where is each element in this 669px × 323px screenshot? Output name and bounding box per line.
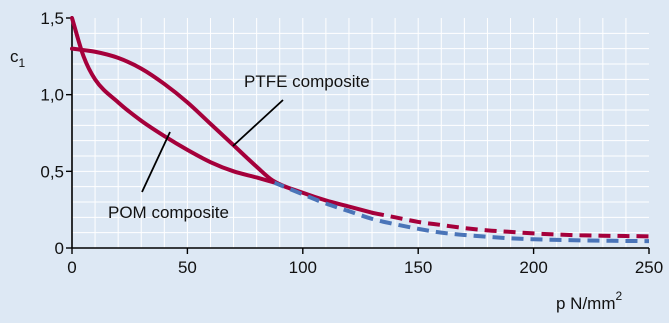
chart-tick-labels: 0 50 100 150 200 250 0 0,5 1,0 1,5 [40, 9, 663, 277]
series-0-dashed-line [371, 210, 650, 239]
chart-series [70, 16, 650, 244]
series-0-solid-line [70, 46, 375, 215]
series-1-solid-line [70, 16, 275, 185]
chart-annotations: PTFE composite POM composite [108, 72, 370, 222]
x-tick-label: 0 [67, 258, 76, 277]
x-tick-label: 150 [404, 258, 432, 277]
y-tick-label: 0 [55, 239, 64, 258]
chart-grid [72, 18, 649, 248]
pom-leader-line [141, 131, 171, 193]
pom-label: POM composite [108, 203, 229, 222]
y-tick-label: 1,5 [40, 9, 64, 28]
series-1-dashed-line [272, 180, 650, 244]
y-tick-label: 0,5 [40, 162, 64, 181]
ptfe-leader-line [232, 99, 284, 147]
chart-axes [66, 16, 650, 254]
x-tick-label: 250 [635, 258, 663, 277]
x-tick-label: 200 [519, 258, 547, 277]
x-tick-label: 100 [289, 258, 317, 277]
y-tick-label: 1,0 [40, 86, 64, 105]
x-tick-label: 50 [178, 258, 197, 277]
y-axis-label: c1 [10, 47, 26, 70]
x-axis-label: p N/mm2 [556, 289, 623, 313]
ptfe-label: PTFE composite [244, 72, 370, 91]
